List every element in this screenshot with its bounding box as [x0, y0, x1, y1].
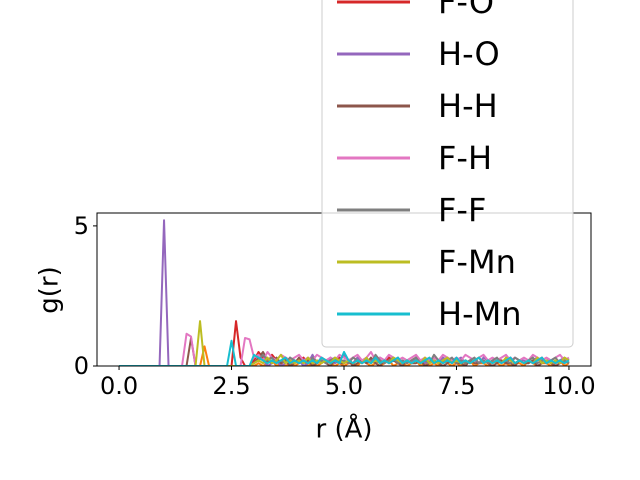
legend-label: F-Mn [438, 243, 516, 281]
legend-label: H-H [438, 87, 498, 125]
legend-label: H-Mn [438, 295, 522, 333]
y-tick-label: 0 [74, 352, 89, 380]
x-tick-label: 5.0 [325, 372, 363, 400]
y-tick-label: 5 [74, 212, 89, 240]
x-tick-label: 0.0 [100, 372, 138, 400]
series-line [119, 353, 570, 366]
x-axis-label: r (Å) [315, 413, 372, 445]
legend-label: H-O [438, 35, 500, 73]
x-tick-label: 2.5 [212, 372, 250, 400]
series-line [119, 339, 570, 366]
axes: 0.0 2.5 5.0 7.5 10.0 0 5 [74, 212, 596, 400]
legend-label: F-F [438, 191, 486, 229]
legend-box [321, 0, 574, 348]
x-tick-label: 7.5 [437, 372, 475, 400]
y-axis-label: g(r) [35, 266, 65, 313]
x-tick-label: 10.0 [542, 372, 595, 400]
legend-label: F-H [438, 139, 492, 177]
legend-label: F-O [438, 0, 494, 21]
plot-lines [119, 219, 570, 366]
